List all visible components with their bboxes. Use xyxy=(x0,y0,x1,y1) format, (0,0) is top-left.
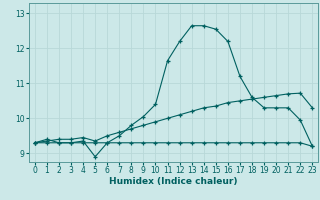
X-axis label: Humidex (Indice chaleur): Humidex (Indice chaleur) xyxy=(109,177,238,186)
